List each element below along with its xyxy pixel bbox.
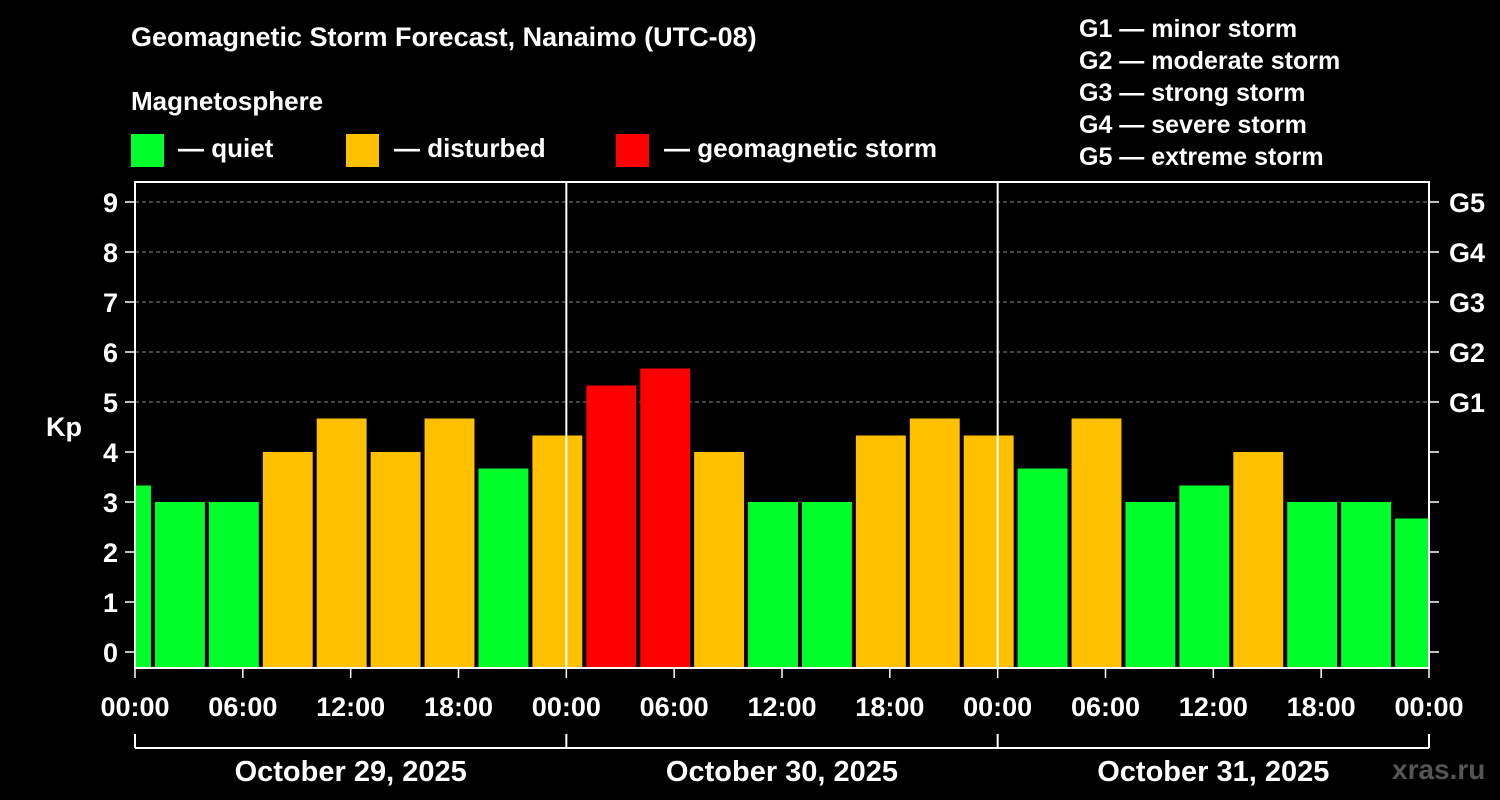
x-tick-label: 00:00 bbox=[1394, 692, 1463, 722]
x-tick-label: 18:00 bbox=[1287, 692, 1356, 722]
g-scale-item: G3 — strong storm bbox=[1079, 79, 1306, 107]
kp-bar bbox=[478, 468, 529, 668]
kp-bar bbox=[1125, 502, 1176, 668]
watermark: xras.ru bbox=[1392, 754, 1486, 785]
right-axis-label: G2 bbox=[1449, 338, 1485, 368]
y-tick-label: 4 bbox=[103, 438, 118, 468]
x-tick-label: 12:00 bbox=[747, 692, 816, 722]
legend-swatch-disturbed bbox=[346, 134, 379, 167]
x-tick-label: 00:00 bbox=[963, 692, 1032, 722]
y-tick-label: 3 bbox=[103, 488, 118, 518]
kp-bar bbox=[262, 452, 313, 668]
kp-bar bbox=[801, 502, 852, 668]
kp-bar bbox=[694, 452, 745, 668]
kp-bar bbox=[748, 502, 798, 668]
legend-title: Magnetosphere bbox=[131, 86, 324, 116]
right-axis-label: G3 bbox=[1449, 288, 1485, 318]
kp-bar bbox=[1341, 502, 1392, 668]
kp-bar bbox=[640, 368, 691, 668]
y-tick-label: 6 bbox=[103, 338, 118, 368]
kp-bar bbox=[1071, 418, 1122, 668]
day-label: October 31, 2025 bbox=[1097, 756, 1329, 788]
day-label: October 30, 2025 bbox=[666, 756, 898, 788]
g-scale-item: G5 — extreme storm bbox=[1079, 143, 1324, 171]
kp-bar bbox=[154, 502, 205, 668]
kp-bar bbox=[316, 418, 367, 668]
right-axis-label: G1 bbox=[1449, 388, 1485, 418]
y-axis-label: Kp bbox=[46, 412, 82, 442]
y-tick-label: 0 bbox=[103, 638, 118, 668]
y-tick-label: 2 bbox=[103, 538, 118, 568]
kp-bar bbox=[532, 435, 583, 668]
y-tick-label: 9 bbox=[103, 188, 118, 218]
right-axis-label: G4 bbox=[1449, 238, 1485, 268]
kp-bar bbox=[1395, 518, 1429, 668]
right-axis-label: G5 bbox=[1449, 188, 1485, 218]
y-tick-label: 1 bbox=[103, 588, 118, 618]
x-tick-label: 06:00 bbox=[1071, 692, 1140, 722]
y-tick-label: 7 bbox=[103, 288, 118, 318]
kp-bar bbox=[370, 452, 421, 668]
kp-bar bbox=[135, 485, 151, 668]
x-tick-label: 18:00 bbox=[855, 692, 924, 722]
y-tick-label: 8 bbox=[103, 238, 118, 268]
x-tick-label: 18:00 bbox=[424, 692, 493, 722]
g-scale-item: G2 — moderate storm bbox=[1079, 47, 1341, 75]
y-tick-label: 5 bbox=[103, 388, 118, 418]
x-tick-label: 12:00 bbox=[316, 692, 385, 722]
x-tick-label: 06:00 bbox=[640, 692, 709, 722]
legend-label-disturbed: — disturbed bbox=[394, 133, 546, 163]
kp-bar bbox=[586, 385, 637, 668]
kp-bar bbox=[424, 418, 475, 668]
legend-label-quiet: — quiet bbox=[178, 133, 274, 163]
x-tick-label: 00:00 bbox=[100, 692, 169, 722]
g-scale-item: G4 — severe storm bbox=[1079, 111, 1307, 139]
kp-bar bbox=[1233, 452, 1284, 668]
chart-title: Geomagnetic Storm Forecast, Nanaimo (UTC… bbox=[131, 22, 757, 52]
kp-bar bbox=[1287, 502, 1338, 668]
g-scale-item: G1 — minor storm bbox=[1079, 15, 1298, 43]
kp-bar bbox=[855, 435, 906, 668]
day-label: October 29, 2025 bbox=[235, 756, 467, 788]
kp-bar bbox=[1179, 485, 1230, 668]
kp-bar bbox=[1017, 468, 1068, 668]
x-tick-label: 00:00 bbox=[532, 692, 601, 722]
legend-swatch-quiet bbox=[131, 134, 164, 167]
kp-bar bbox=[963, 435, 1014, 668]
kp-bar bbox=[208, 502, 259, 668]
legend-label-storm: — geomagnetic storm bbox=[664, 133, 938, 163]
x-tick-label: 06:00 bbox=[208, 692, 277, 722]
legend-swatch-storm bbox=[616, 134, 649, 167]
kp-bar bbox=[909, 418, 960, 668]
x-tick-label: 12:00 bbox=[1179, 692, 1248, 722]
